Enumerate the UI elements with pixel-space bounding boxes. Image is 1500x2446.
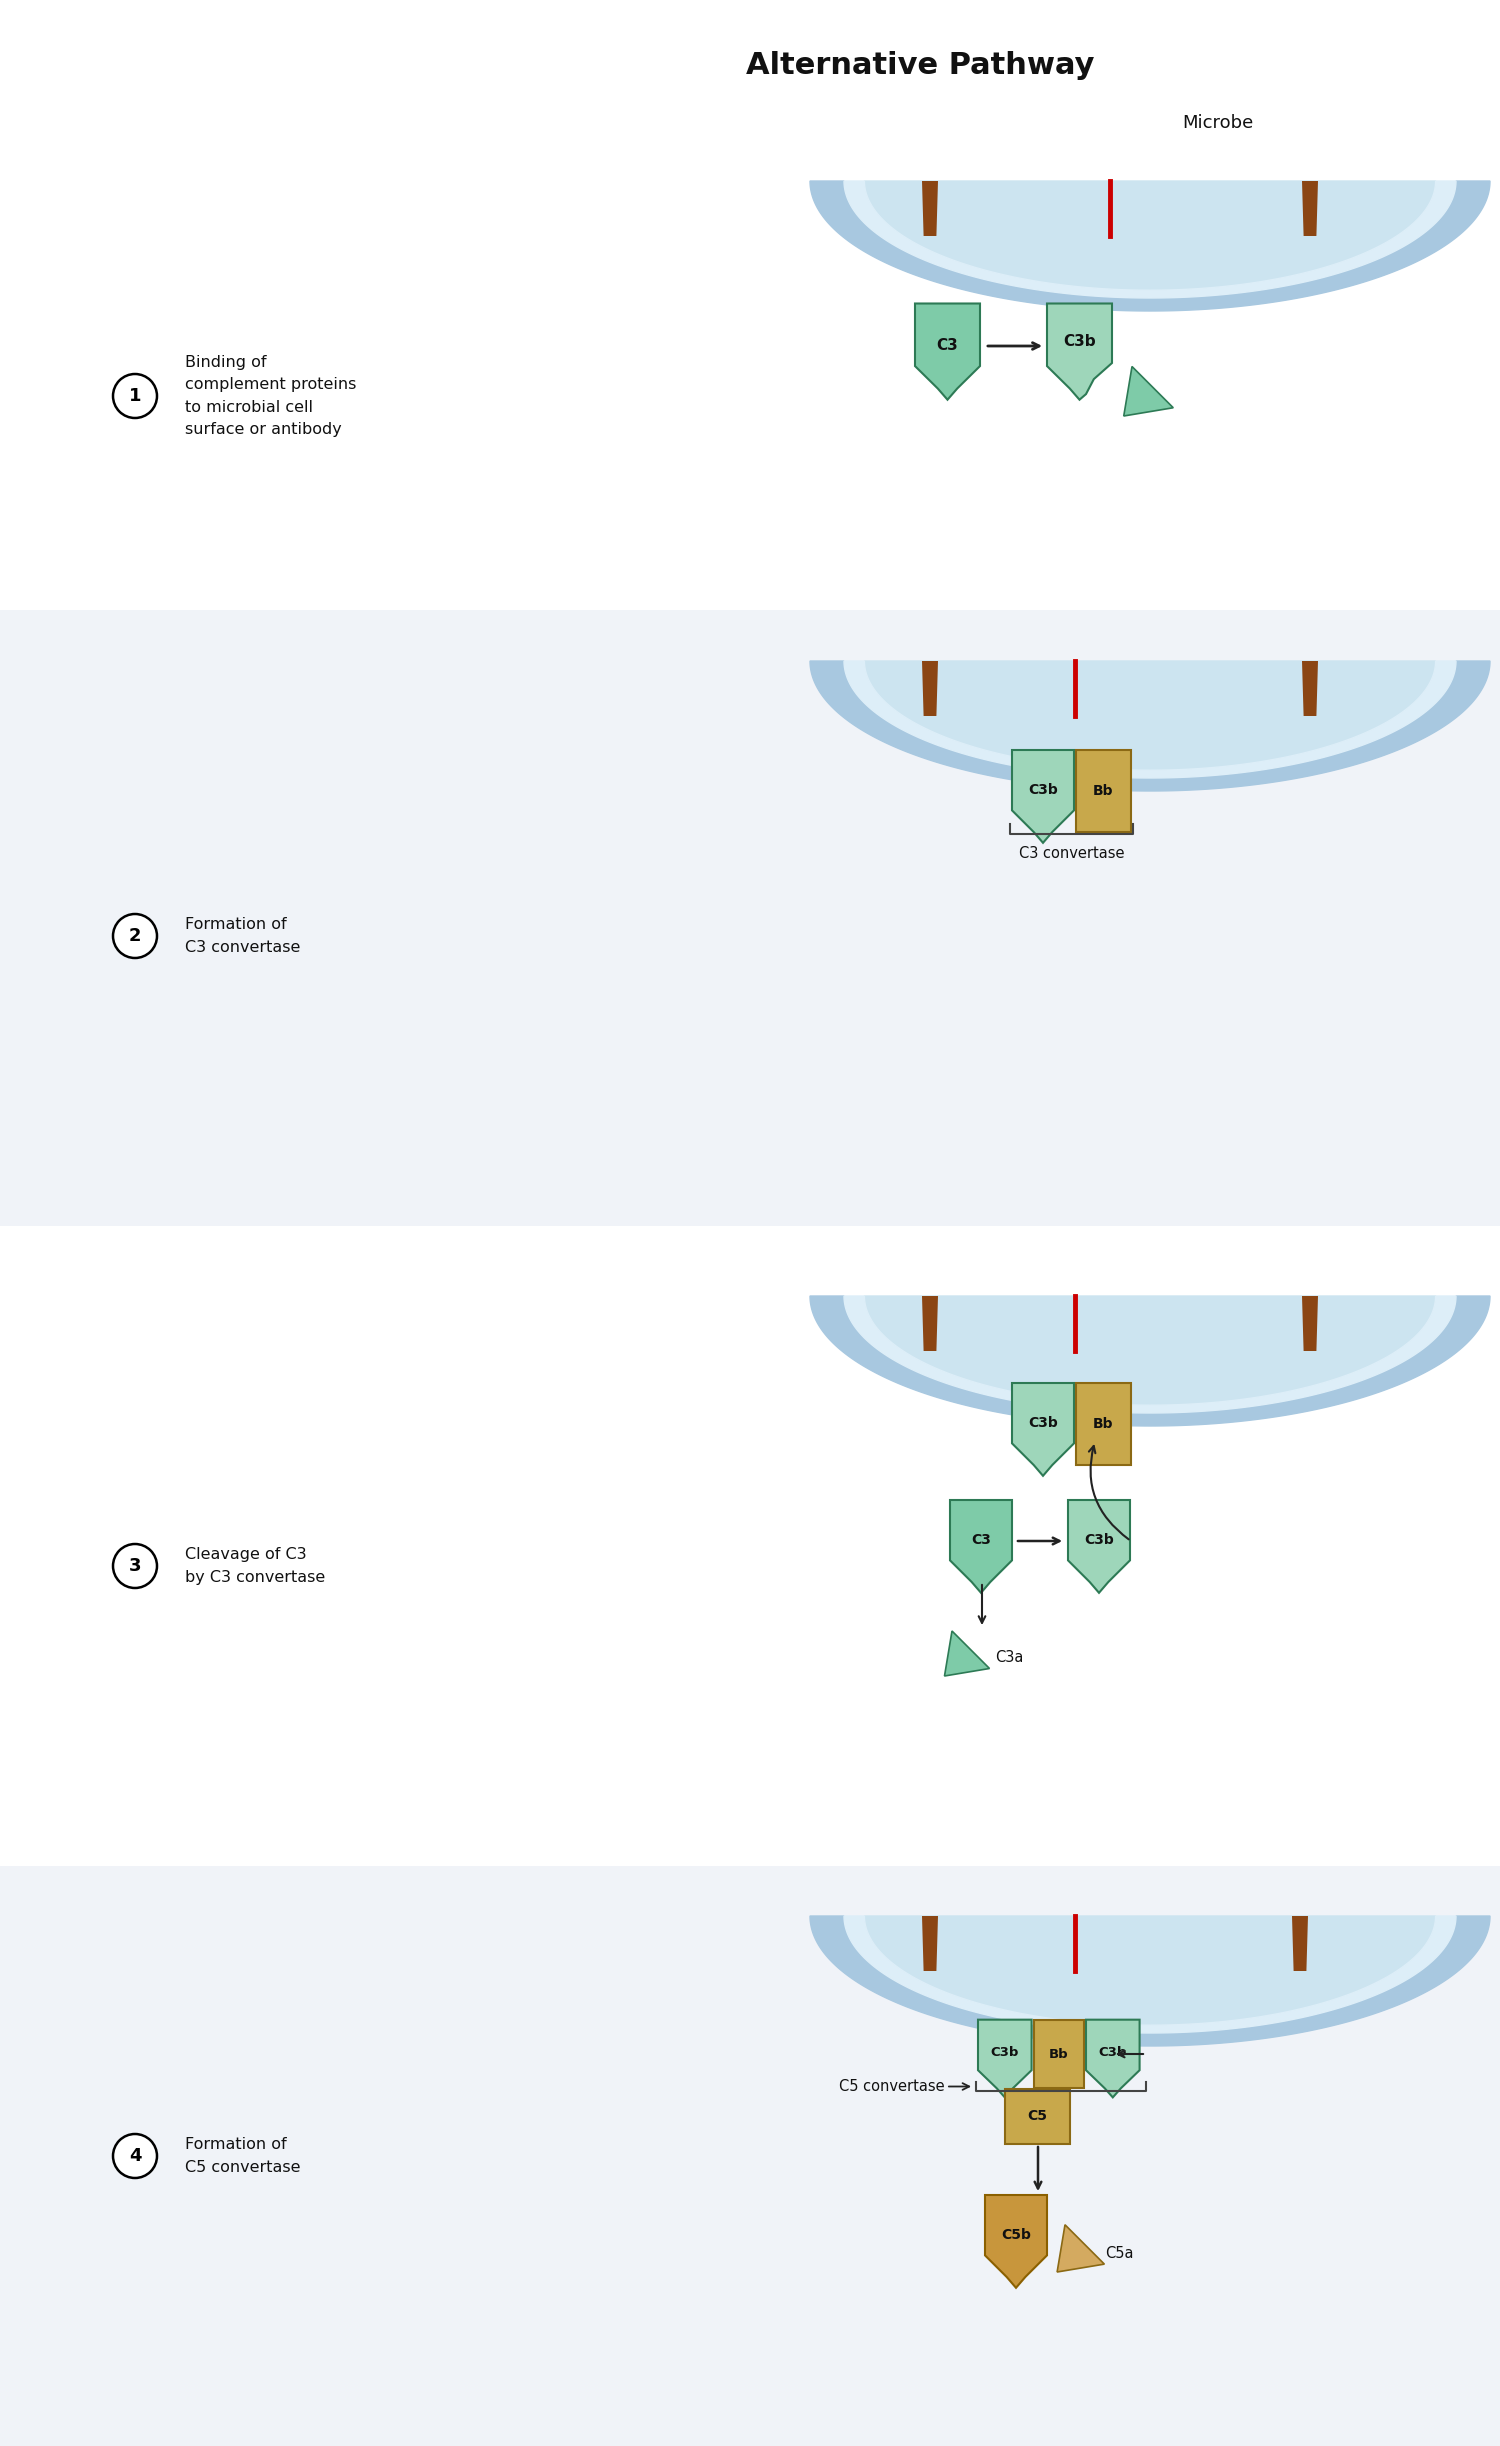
Text: Bb: Bb bbox=[1048, 2047, 1070, 2060]
Text: Formation of
C5 convertase: Formation of C5 convertase bbox=[184, 2138, 300, 2174]
Text: Binding of
complement proteins
to microbial cell
surface or antibody: Binding of complement proteins to microb… bbox=[184, 355, 357, 438]
Polygon shape bbox=[1013, 1382, 1074, 1475]
Polygon shape bbox=[986, 2194, 1047, 2287]
Text: 1: 1 bbox=[129, 386, 141, 406]
Text: 4: 4 bbox=[129, 2148, 141, 2165]
Polygon shape bbox=[1302, 181, 1318, 235]
Polygon shape bbox=[1302, 660, 1318, 717]
Polygon shape bbox=[1086, 2020, 1140, 2096]
Text: C3b: C3b bbox=[1084, 1534, 1114, 1546]
Polygon shape bbox=[922, 660, 938, 717]
Polygon shape bbox=[864, 181, 1436, 291]
Text: Microbe: Microbe bbox=[1182, 113, 1254, 132]
Polygon shape bbox=[1292, 1915, 1308, 1971]
Polygon shape bbox=[844, 1915, 1456, 2033]
Polygon shape bbox=[945, 1631, 990, 1676]
Polygon shape bbox=[810, 181, 1490, 311]
Polygon shape bbox=[864, 1915, 1436, 2025]
Polygon shape bbox=[978, 2020, 1032, 2096]
Text: C3b: C3b bbox=[1098, 2047, 1126, 2060]
Circle shape bbox=[112, 915, 158, 959]
Polygon shape bbox=[810, 660, 1490, 790]
Text: Alternative Pathway: Alternative Pathway bbox=[746, 51, 1094, 81]
Text: Cleavage of C3
by C3 convertase: Cleavage of C3 by C3 convertase bbox=[184, 1548, 326, 1585]
Bar bbox=[0, 1225, 1500, 1866]
Polygon shape bbox=[864, 660, 1436, 770]
Polygon shape bbox=[1302, 1296, 1318, 1350]
Text: C5b: C5b bbox=[1000, 2228, 1030, 2243]
Polygon shape bbox=[1047, 303, 1112, 399]
Polygon shape bbox=[810, 1296, 1490, 1426]
Text: 2: 2 bbox=[129, 927, 141, 944]
Polygon shape bbox=[915, 303, 980, 399]
Circle shape bbox=[112, 374, 158, 418]
Text: C3b: C3b bbox=[1028, 1416, 1057, 1431]
Polygon shape bbox=[1068, 1499, 1130, 1592]
Polygon shape bbox=[844, 660, 1456, 778]
Text: Bb: Bb bbox=[1094, 1416, 1113, 1431]
Bar bbox=[1005, 2089, 1070, 2143]
Text: Bb: Bb bbox=[1094, 785, 1113, 797]
Polygon shape bbox=[950, 1499, 1012, 1592]
Polygon shape bbox=[922, 1296, 938, 1350]
Text: Formation of
C3 convertase: Formation of C3 convertase bbox=[184, 917, 300, 954]
Polygon shape bbox=[922, 181, 938, 235]
Text: C3b: C3b bbox=[1064, 333, 1096, 347]
Polygon shape bbox=[844, 1296, 1456, 1414]
Circle shape bbox=[112, 1543, 158, 1587]
Text: 3: 3 bbox=[129, 1558, 141, 1575]
Polygon shape bbox=[1013, 751, 1074, 844]
Polygon shape bbox=[1058, 2226, 1104, 2272]
Polygon shape bbox=[810, 1915, 1490, 2045]
Polygon shape bbox=[864, 1296, 1436, 1404]
Polygon shape bbox=[844, 181, 1456, 298]
Bar bbox=[0, 609, 1500, 1225]
Text: C3a: C3a bbox=[994, 1651, 1023, 1666]
Polygon shape bbox=[922, 1915, 938, 1971]
Text: C5a: C5a bbox=[1106, 2245, 1134, 2263]
Text: C3 convertase: C3 convertase bbox=[1019, 846, 1125, 861]
Text: C3b: C3b bbox=[990, 2047, 1018, 2060]
Bar bbox=[1076, 1382, 1131, 1465]
Text: C3: C3 bbox=[970, 1534, 992, 1546]
Text: C5: C5 bbox=[1028, 2108, 1047, 2123]
Circle shape bbox=[112, 2133, 158, 2177]
Text: C3: C3 bbox=[936, 338, 958, 352]
Bar bbox=[1034, 2020, 1084, 2089]
Polygon shape bbox=[1124, 367, 1173, 416]
Bar bbox=[0, 1866, 1500, 2446]
Text: C3b: C3b bbox=[1028, 783, 1057, 797]
Text: C5 convertase: C5 convertase bbox=[840, 2079, 945, 2094]
Bar bbox=[0, 0, 1500, 609]
Bar bbox=[1076, 751, 1131, 832]
